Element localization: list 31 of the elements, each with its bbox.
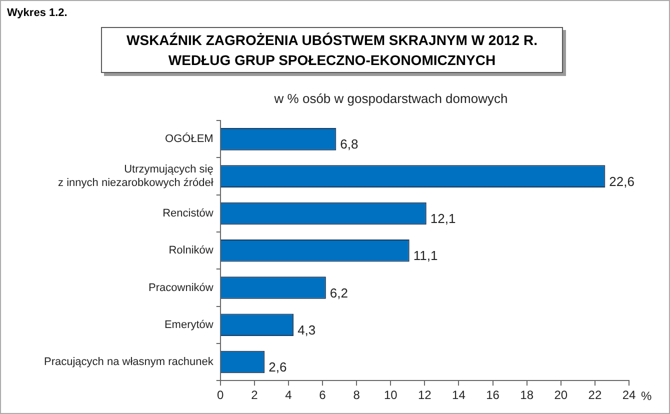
x-tick-label: 2: [251, 388, 258, 402]
y-tick-label: Utrzymujących się z innych niezarobkowych źródeł: [58, 164, 214, 189]
x-tick-label: 8: [353, 388, 360, 402]
data-label: 6,2: [330, 285, 348, 300]
y-tick-label: Rolników: [168, 244, 214, 257]
x-tick-label: 24: [622, 388, 636, 402]
x-tick-label: 0: [217, 388, 224, 402]
data-label: 12,1: [430, 211, 456, 226]
x-tick-label: 6: [319, 388, 326, 402]
chart-title: WSKAŹNIK ZAGROŻENIA UBÓSTWEM SKRAJNYM W 2012 R. WEDŁUG GRUP SPOŁECZNO-EKONOMICZNYCH: [102, 30, 562, 70]
x-tick-label: 16: [486, 388, 500, 402]
text: Wykres 1.2.: [7, 7, 68, 19]
y-tick-label: Emerytów: [164, 318, 214, 331]
x-tick-label: 20: [554, 388, 568, 402]
x-tick-label: 4: [285, 388, 292, 402]
x-tick-label: 22: [588, 388, 602, 402]
data-label: 6,8: [340, 136, 358, 152]
data-label: 2,6: [268, 360, 287, 375]
data-label: 22,6: [609, 174, 634, 189]
data-label: 4,3: [298, 322, 316, 338]
x-tick-label: 18: [520, 388, 534, 402]
x-tick-label: 14: [452, 388, 466, 402]
chart-subtitle: w % osób w gospodarstwach domowych: [273, 91, 509, 106]
x-tick-label: 12: [418, 388, 432, 402]
x-axis-title: %: [641, 388, 652, 403]
y-tick-label: Pracowników: [148, 282, 214, 294]
y-tick-label: Rencistów: [162, 207, 214, 220]
data-label: 11,1: [413, 248, 438, 264]
y-tick-label: Pracujących na własnym rachunek: [44, 356, 214, 368]
x-tick-label: 10: [384, 388, 398, 402]
y-tick-label: OGÓŁEM: [165, 132, 214, 146]
